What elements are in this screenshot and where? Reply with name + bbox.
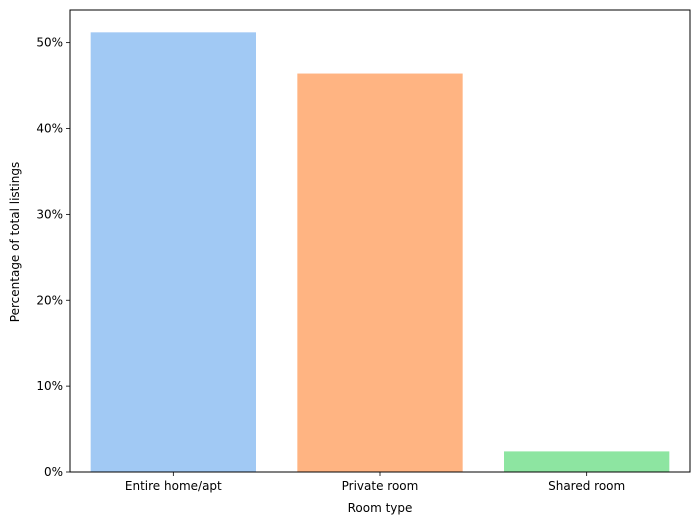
- bars-layer: [90, 32, 670, 472]
- x-tick-label: Private room: [342, 479, 419, 493]
- plot-frame: [69, 9, 691, 473]
- x-axis-label: Room type: [348, 501, 413, 515]
- bar-private-room: [297, 73, 463, 472]
- y-tick-label: 0%: [44, 465, 63, 479]
- y-tick-label: 10%: [36, 379, 63, 393]
- y-tick-label: 30%: [36, 207, 63, 221]
- x-tick-label: Entire home/apt: [125, 479, 222, 493]
- y-axis-label: Percentage of total listings: [8, 162, 22, 322]
- bar-shared-room: [504, 451, 670, 472]
- x-tick-label: Shared room: [548, 479, 625, 493]
- bar-entire-home-apt: [90, 32, 257, 472]
- axes-layer: Entire home/apt Private room Shared room 0%…: [36, 9, 691, 493]
- y-tick-label: 40%: [36, 122, 63, 136]
- y-tick-label: 20%: [36, 293, 63, 307]
- y-tick-label: 50%: [36, 36, 63, 50]
